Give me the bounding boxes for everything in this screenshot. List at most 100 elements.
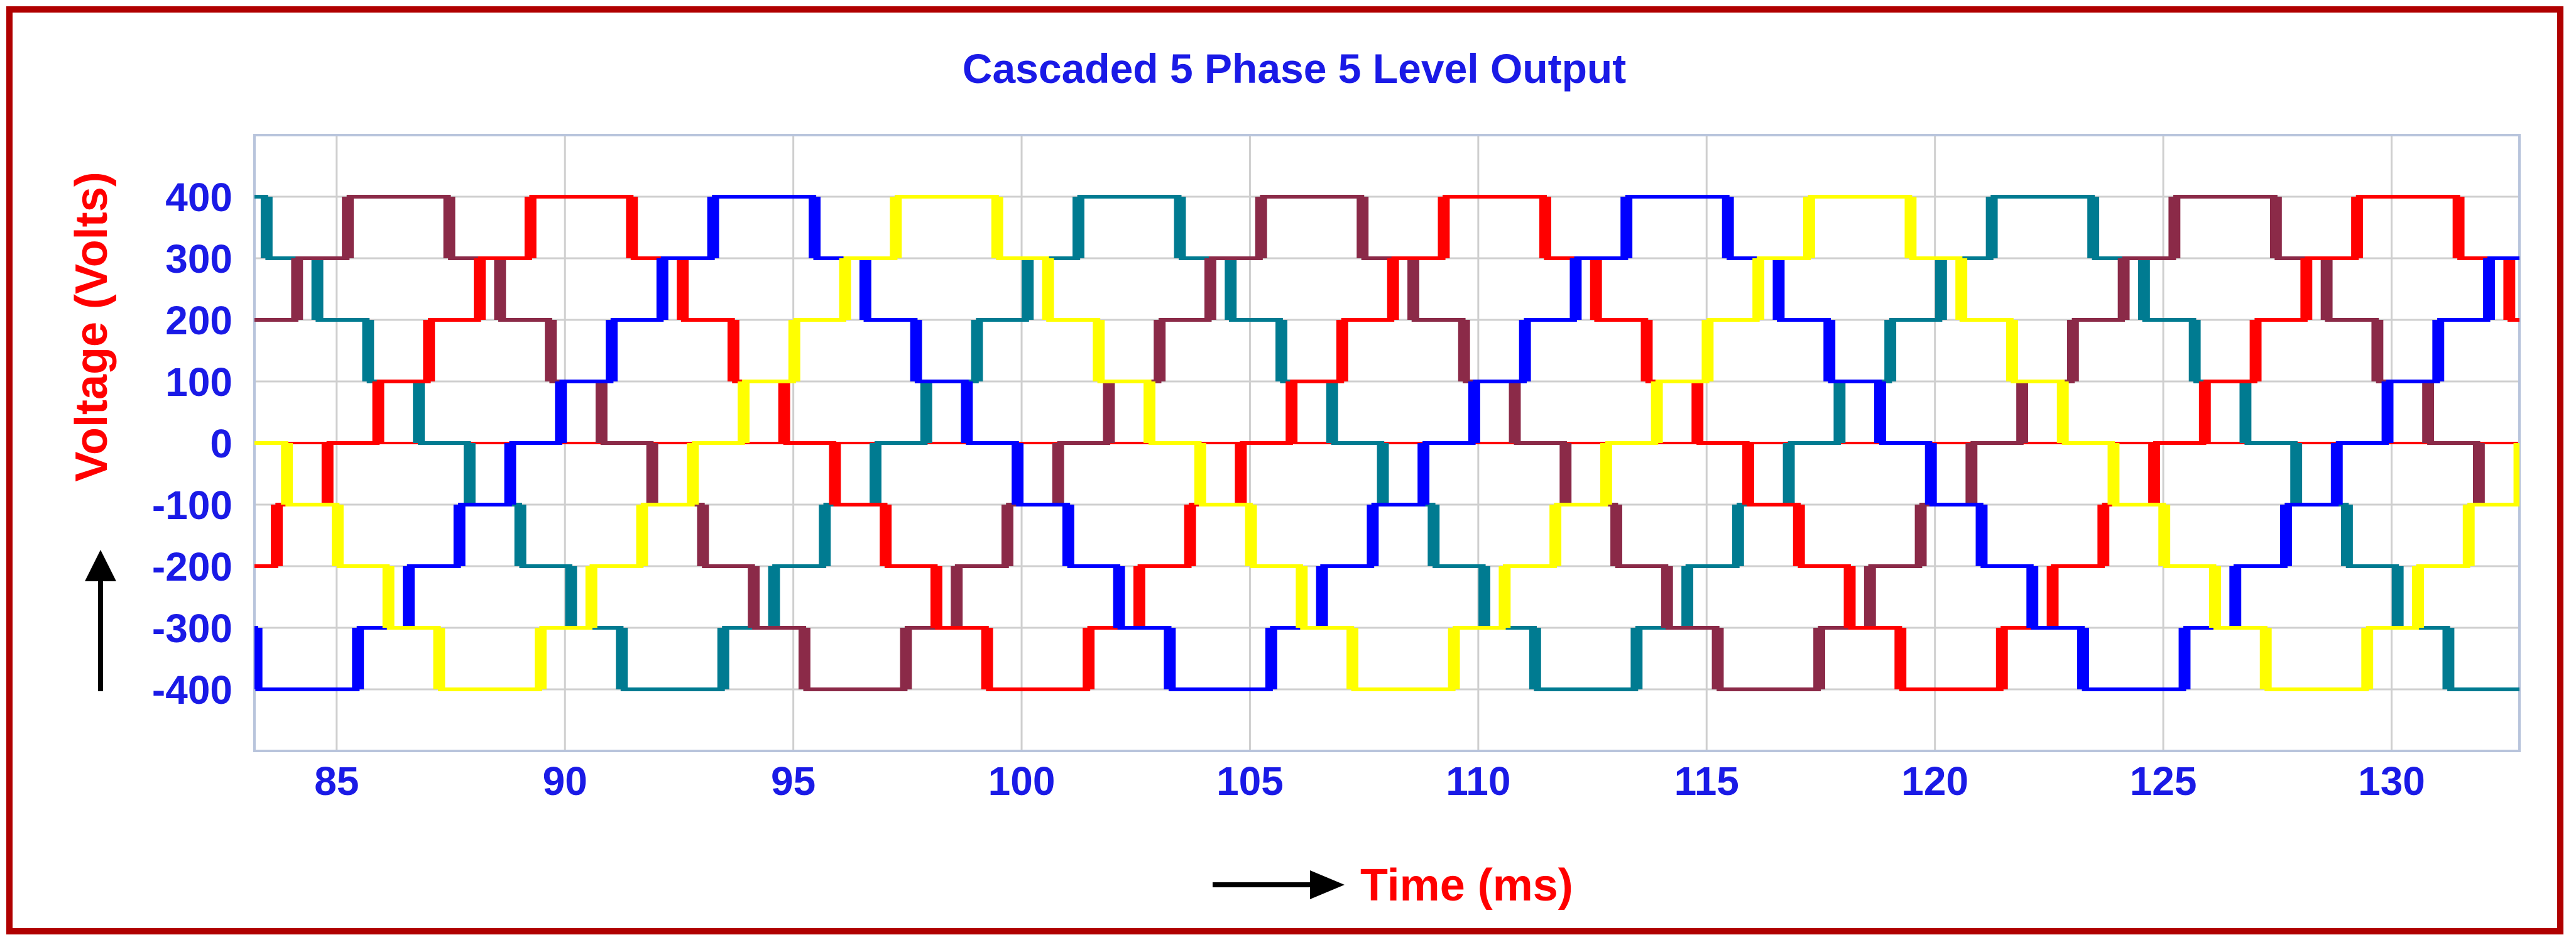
y-tick-labels: 400 300 200 100 0 -100 -200 -300 -400 (152, 175, 232, 713)
y-axis-label: Voltage (Volts) (67, 172, 117, 481)
series-step-band (1225, 258, 1237, 320)
series-step-band (1113, 566, 1125, 628)
series-step-band (2046, 566, 2059, 628)
series-step-band (1103, 381, 1115, 443)
chart-title: Cascaded 5 Phase 5 Level Output (963, 45, 1626, 92)
series-step-band (1894, 628, 1907, 689)
series-step-band (626, 197, 638, 258)
series-step-band (2249, 320, 2262, 381)
series-step-band (2188, 320, 2201, 381)
series-step-band (2503, 258, 2516, 320)
series-step-band (1864, 566, 1876, 628)
series-step-band (1843, 566, 1856, 628)
series-step-band (1448, 628, 1460, 689)
series-step-band (1154, 320, 1166, 381)
series-step-band (1874, 381, 1886, 443)
x-tick-label: 125 (2130, 758, 2197, 804)
series-step-band (2077, 628, 2089, 689)
series-step-band (1549, 505, 1562, 566)
y-tick-label: 100 (165, 359, 232, 405)
series-step-band (971, 320, 983, 381)
x-axis-label: Time (ms) (1360, 860, 1573, 911)
series-step-band (423, 320, 435, 381)
series-step-band (697, 505, 709, 566)
series-step-band (2280, 505, 2292, 566)
series-step-band (1072, 197, 1084, 258)
series-step-band (2320, 258, 2333, 320)
series-step-band (1326, 381, 1338, 443)
series-step-band (646, 443, 658, 505)
y-tick-label: 0 (210, 421, 232, 466)
series-step-band (1336, 320, 1348, 381)
y-tick-label: -200 (152, 544, 232, 589)
series-step-band (1184, 505, 1196, 566)
series-step-band (2442, 628, 2455, 689)
series-step-band (2097, 505, 2110, 566)
series-step-band (2290, 443, 2303, 505)
y-tick-label: -400 (152, 667, 232, 713)
series-step-band (413, 381, 425, 443)
series-step-band (1407, 258, 1419, 320)
series-line (254, 195, 2519, 691)
series-step-band (727, 320, 740, 381)
series-step-band (2351, 197, 2364, 258)
y-axis-arrow-icon (85, 550, 116, 691)
series-step-band (1732, 505, 1744, 566)
series-step-band (545, 320, 557, 381)
series-step-band (1509, 381, 1521, 443)
series-step-band (1985, 197, 1998, 258)
series-step-band (494, 258, 506, 320)
series-step-band (1610, 505, 1622, 566)
series-step-band (890, 197, 902, 258)
series-step-band (880, 505, 892, 566)
series-step-band (1164, 628, 1176, 689)
series-step-band (1995, 628, 2008, 689)
y-tick-label: 400 (165, 175, 232, 220)
series-step-band (2472, 443, 2485, 505)
series-step-band (1275, 320, 1287, 381)
series-step-band (798, 628, 810, 689)
series-step-band (331, 505, 344, 566)
series-step-band (2330, 443, 2343, 505)
series-step-band (1083, 628, 1095, 689)
x-tick-label: 90 (543, 758, 587, 804)
series-step-band (1296, 566, 1308, 628)
series-step-band (1194, 443, 1206, 505)
series-step-band (930, 566, 942, 628)
series-step-band (2158, 505, 2171, 566)
series-step-band (677, 258, 689, 320)
series-step-band (2056, 381, 2069, 443)
series-step-band (2198, 381, 2211, 443)
series-step-band (1803, 197, 1815, 258)
series-step-band (1793, 505, 1805, 566)
series-step-band (788, 320, 800, 381)
series-step-band (981, 628, 993, 689)
series-step-band (1245, 505, 1257, 566)
series-step-band (1904, 197, 1917, 258)
series-step-band (2340, 505, 2353, 566)
series-step-band (707, 197, 719, 258)
series-step-band (453, 505, 466, 566)
series-step-band (2391, 566, 2404, 628)
series-step-band (1711, 628, 1724, 689)
series-step-band (271, 505, 283, 566)
series-step-band (1417, 443, 1430, 505)
series-step-band (2178, 628, 2191, 689)
series-step-band (809, 197, 821, 258)
series-step-band (1722, 197, 1734, 258)
series-step-band (768, 566, 780, 628)
series-step-band (636, 505, 648, 566)
series-step-band (2117, 258, 2130, 320)
series-step-band (1813, 628, 1825, 689)
series-step-band (1316, 566, 1328, 628)
series-step-band (616, 628, 628, 689)
series-step-band (991, 197, 1003, 258)
series-step-band (687, 443, 699, 505)
x-tick-label: 85 (314, 758, 359, 804)
series-step-band (1559, 443, 1572, 505)
series-step-band (1093, 320, 1105, 381)
series-line (254, 195, 2519, 691)
series-step-band (254, 628, 263, 689)
series-step-band (2371, 320, 2384, 381)
series-step-band (2462, 505, 2475, 566)
